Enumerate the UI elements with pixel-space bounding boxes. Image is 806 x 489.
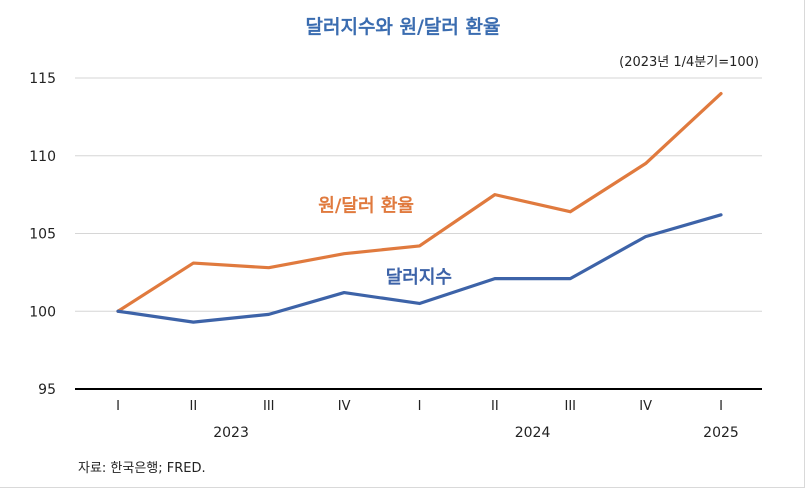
y-tick-label: 105 xyxy=(29,227,56,243)
x-tick-label: II xyxy=(190,399,198,414)
x-tick-label: III xyxy=(564,399,576,414)
x-tick-label: II xyxy=(491,399,499,414)
chart-title: 달러지수와 원/달러 환율 xyxy=(305,16,501,38)
x-tick-label: IV xyxy=(639,399,652,414)
y-tick-label: 95 xyxy=(38,382,56,398)
y-tick-label: 100 xyxy=(29,304,56,320)
x-tick-label: III xyxy=(263,399,275,414)
x-tick-label: IV xyxy=(338,399,351,414)
x-tick-label: I xyxy=(719,399,723,414)
x-year-label: 2024 xyxy=(515,425,551,441)
y-tick-label: 115 xyxy=(29,71,56,87)
chart-subtitle: (2023년 1/4분기=100) xyxy=(619,55,759,70)
x-year-label: 2025 xyxy=(703,425,739,441)
y-tick-label: 110 xyxy=(29,149,56,165)
series-label: 원/달러 환율 xyxy=(318,195,414,217)
series-label: 달러지수 xyxy=(386,267,452,288)
series-line xyxy=(116,213,723,324)
series-line xyxy=(116,91,723,313)
source-note: 자료: 한국은행; FRED. xyxy=(78,461,206,476)
x-year-label: 2023 xyxy=(213,425,249,441)
x-tick-label: I xyxy=(116,399,120,414)
x-tick-label: I xyxy=(418,399,422,414)
